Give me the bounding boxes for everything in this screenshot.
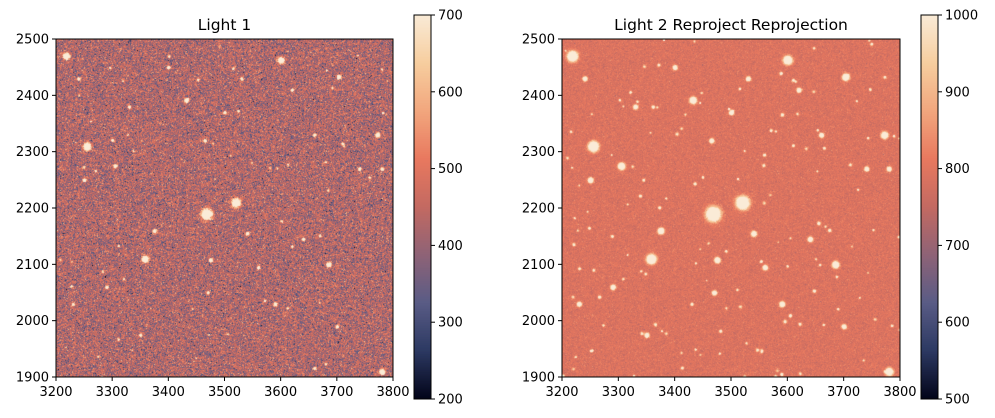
y-tick-label: 1900 (522, 371, 555, 386)
y-tick-label: 2500 (16, 33, 49, 48)
colorbar-ticks: 200 300 400 500 600 700 (431, 9, 463, 408)
y-axis: 1900 2000 2100 2200 2300 2400 2500 (522, 33, 562, 386)
x-axis: 3200 3300 3400 3500 3600 3700 3800 (545, 377, 917, 400)
colorbar-tick-label: 1000 (945, 9, 978, 24)
y-tick-label: 2300 (522, 145, 555, 160)
x-tick-label: 3300 (96, 385, 129, 400)
y-tick-label: 2400 (16, 89, 49, 104)
colorbar-frame (920, 14, 939, 400)
colorbar-tick-label: 900 (945, 85, 970, 100)
colorbar-tick-label: 200 (438, 393, 463, 408)
x-tick-label: 3300 (602, 385, 635, 400)
colorbar: 200 300 400 500 600 700 (413, 9, 463, 408)
x-tick-label: 3500 (208, 385, 241, 400)
colorbar-gradient (921, 15, 938, 399)
chart-title: Light 2 Reproject Reprojection (614, 16, 848, 34)
image-plot (562, 39, 900, 377)
x-tick-label: 3200 (39, 385, 72, 400)
y-tick-label: 2000 (522, 314, 555, 329)
panel-light-1: Light 1 3200 3300 3400 3500 3600 3700 3800 190… (16, 9, 463, 408)
x-axis: 3200 3300 3400 3500 3600 3700 3800 (39, 377, 410, 400)
x-tick-label: 3600 (264, 385, 297, 400)
x-tick-label: 3800 (883, 385, 916, 400)
colorbar-tick-label: 300 (438, 316, 463, 331)
y-tick-label: 2100 (522, 258, 555, 273)
colorbar-ticks: 500 600 700 800 900 1000 (938, 9, 978, 408)
colorbar-tick-label: 600 (438, 85, 463, 100)
y-tick-label: 2200 (522, 202, 555, 217)
colorbar-frame (413, 14, 432, 400)
image-plot (56, 39, 393, 377)
y-tick-label: 2500 (522, 33, 555, 48)
colorbar: 500 600 700 800 900 1000 (920, 9, 978, 408)
x-tick-label: 3500 (714, 385, 747, 400)
panel-light-2-reprojection: Light 2 Reproject Reprojection 3200 3300 3… (522, 9, 978, 408)
y-tick-label: 2100 (16, 258, 49, 273)
x-tick-label: 3400 (658, 385, 691, 400)
colorbar-tick-label: 600 (945, 316, 970, 331)
x-tick-label: 3200 (545, 385, 578, 400)
colorbar-tick-label: 700 (945, 239, 970, 254)
chart-title: Light 1 (198, 16, 251, 34)
x-tick-label: 3400 (152, 385, 185, 400)
colorbar-tick-label: 400 (438, 239, 463, 254)
x-tick-label: 3600 (771, 385, 804, 400)
y-tick-label: 2300 (16, 145, 49, 160)
y-tick-label: 1900 (16, 371, 49, 386)
colorbar-tick-label: 800 (945, 162, 970, 177)
x-tick-label: 3700 (827, 385, 860, 400)
y-tick-label: 2000 (16, 314, 49, 329)
y-tick-label: 2200 (16, 202, 49, 217)
colorbar-tick-label: 500 (438, 162, 463, 177)
y-axis: 1900 2000 2100 2200 2300 2400 2500 (16, 33, 56, 386)
x-tick-label: 3800 (376, 385, 409, 400)
colorbar-gradient (414, 15, 431, 399)
colorbar-tick-label: 700 (438, 9, 463, 24)
x-tick-label: 3700 (320, 385, 353, 400)
colorbar-tick-label: 500 (945, 393, 970, 408)
y-tick-label: 2400 (522, 89, 555, 104)
